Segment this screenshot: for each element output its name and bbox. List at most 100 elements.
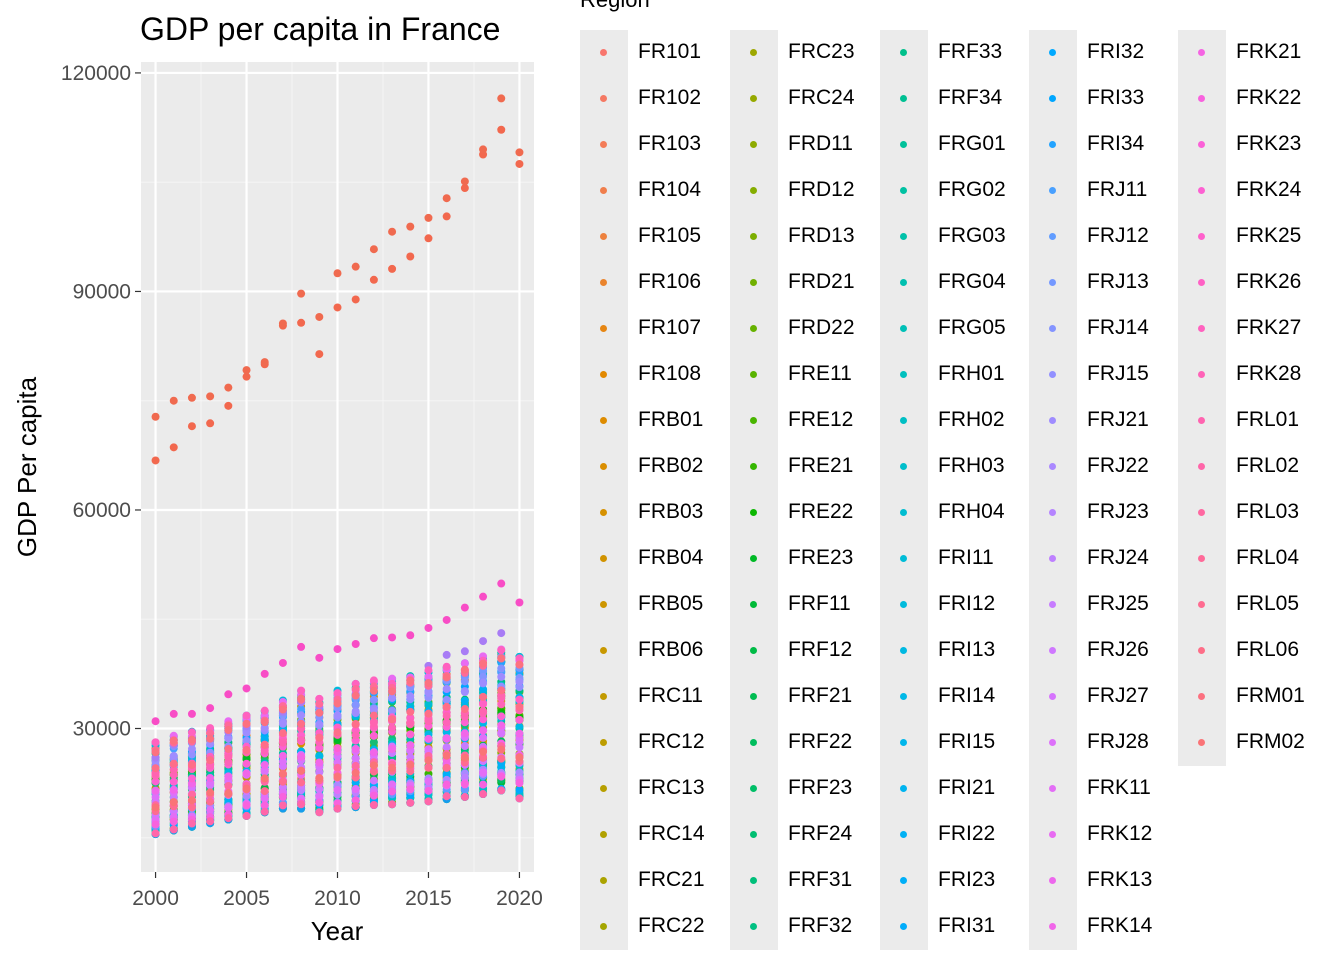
data-point [460, 696, 469, 705]
data-point [497, 672, 506, 681]
data-point [497, 686, 506, 695]
legend-label: FRC12 [638, 730, 705, 753]
data-point [369, 748, 378, 757]
legend-label: FRJ15 [1087, 362, 1149, 385]
legend-label: FR105 [638, 224, 702, 247]
legend-key [1029, 122, 1077, 168]
data-point [315, 708, 324, 717]
legend-key [1178, 444, 1226, 490]
legend-label: FRD11 [788, 132, 853, 155]
data-point [515, 715, 524, 724]
legend-label: FR101 [638, 40, 702, 63]
data-point [187, 819, 196, 828]
data-point [297, 289, 306, 298]
legend-dot-icon [900, 647, 907, 654]
legend-dot-icon [900, 601, 907, 608]
legend-dot-icon [1198, 601, 1205, 608]
x-tick-label: 2010 [314, 887, 361, 910]
data-point [497, 579, 506, 588]
data-point [515, 729, 524, 738]
data-point [406, 692, 415, 701]
legend-label: FRJ28 [1087, 730, 1149, 753]
legend-label: FRK27 [1236, 316, 1302, 339]
legend-label: FRK22 [1236, 86, 1302, 109]
data-point [497, 712, 506, 721]
data-point [442, 718, 451, 727]
data-point [369, 695, 378, 704]
legend-key [880, 536, 928, 582]
data-point [224, 383, 233, 392]
data-point [242, 769, 251, 778]
data-point [442, 684, 451, 693]
data-point [442, 194, 451, 203]
data-point [151, 456, 160, 465]
legend-key [880, 76, 928, 122]
legend-key [730, 76, 778, 122]
data-point [315, 653, 324, 662]
data-point [333, 763, 342, 772]
legend-label: FRJ25 [1087, 592, 1149, 615]
data-point [224, 690, 233, 699]
legend-key [730, 858, 778, 904]
data-point [497, 692, 506, 701]
data-point [460, 665, 469, 674]
legend-key [1178, 76, 1226, 122]
legend-dot-icon [1198, 417, 1205, 424]
data-point [515, 677, 524, 686]
data-point [515, 695, 524, 704]
legend-key [1178, 122, 1226, 168]
data-point [460, 742, 469, 751]
legend-label: FRI34 [1087, 132, 1145, 155]
legend-key [580, 536, 628, 582]
data-point [442, 780, 451, 789]
data-point [260, 740, 269, 749]
legend-dot-icon [600, 601, 607, 608]
data-point [187, 744, 196, 753]
data-point [388, 800, 397, 809]
data-point [206, 392, 215, 401]
legend-label: FRF24 [788, 822, 853, 845]
legend-label: FRC24 [788, 86, 855, 109]
data-point [260, 358, 269, 367]
legend-dot-icon [750, 95, 757, 102]
data-point [424, 679, 433, 688]
legend-key [730, 536, 778, 582]
legend-label: FRB01 [638, 408, 704, 431]
legend-key [880, 582, 928, 628]
legend-key [730, 30, 778, 76]
data-point [351, 761, 360, 770]
legend-key [580, 490, 628, 536]
data-point [424, 666, 433, 675]
data-point [260, 774, 269, 783]
legend-label: FRI32 [1087, 40, 1145, 63]
legend-key [1029, 260, 1077, 306]
x-axis-label: Year [311, 916, 364, 946]
data-point [497, 629, 506, 638]
legend-key [580, 674, 628, 720]
legend-key [730, 904, 778, 950]
data-point [297, 694, 306, 703]
legend-dot-icon [600, 463, 607, 470]
legend-key [580, 168, 628, 214]
legend-dot-icon [750, 509, 757, 516]
data-point [388, 780, 397, 789]
legend-dot-icon [1198, 49, 1205, 56]
data-point [351, 796, 360, 805]
data-point [442, 695, 451, 704]
data-point [242, 711, 251, 720]
legend-dot-icon [1198, 555, 1205, 562]
legend-label: FRC21 [638, 868, 705, 891]
data-point [369, 634, 378, 643]
legend-label: FRK25 [1236, 224, 1302, 247]
legend-label: FR108 [638, 362, 702, 385]
data-point [187, 760, 196, 769]
legend-dot-icon [1198, 647, 1205, 654]
legend-dot-icon [1049, 141, 1056, 148]
data-point [333, 699, 342, 708]
legend-label: FRG04 [938, 270, 1006, 293]
legend-key [1029, 444, 1077, 490]
data-point [224, 781, 233, 790]
legend-key [1029, 766, 1077, 812]
data-point [369, 731, 378, 740]
legend-label: FRJ13 [1087, 270, 1149, 293]
